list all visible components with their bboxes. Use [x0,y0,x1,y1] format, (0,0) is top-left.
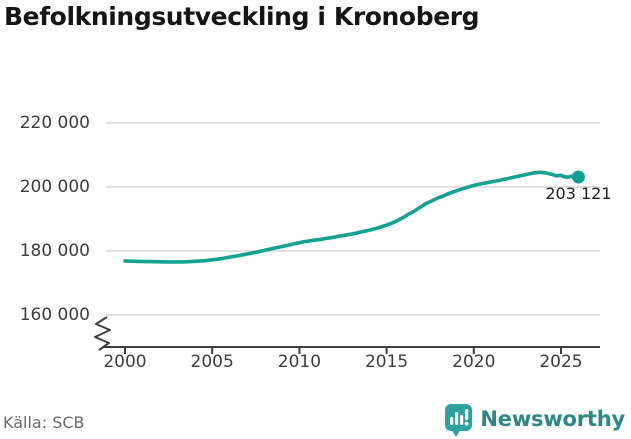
population-line-series [123,170,581,264]
x-tick-label: 2015 [364,352,409,372]
chart-title: Befolkningsutveckling i Kronoberg [4,2,480,31]
y-axis-break-zigzag-icon [94,316,111,351]
horizontal-gridlines [106,122,600,316]
brand-name: Newsworthy [480,407,625,431]
source-attribution: Källa: SCB [3,413,85,432]
y-tick-label: 180 000 [19,241,90,261]
newsworthy-bar-chart-bubble-icon [445,403,473,437]
y-tick-label: 220 000 [19,113,90,133]
x-tick-label: 2010 [277,352,322,372]
endpoint-value-label: 203 121 [545,184,612,203]
newsworthy-branding: Newsworthy [444,401,625,437]
x-tick-label: 2020 [452,352,496,372]
x-tick-label: 2000 [103,352,147,372]
x-tick-label: 2025 [539,352,583,372]
x-tick-label: 2005 [190,352,234,372]
endpoint-marker [571,170,585,184]
y-tick-label: 200 000 [19,177,90,197]
x-axis [103,346,600,354]
y-tick-label: 160 000 [19,305,90,325]
